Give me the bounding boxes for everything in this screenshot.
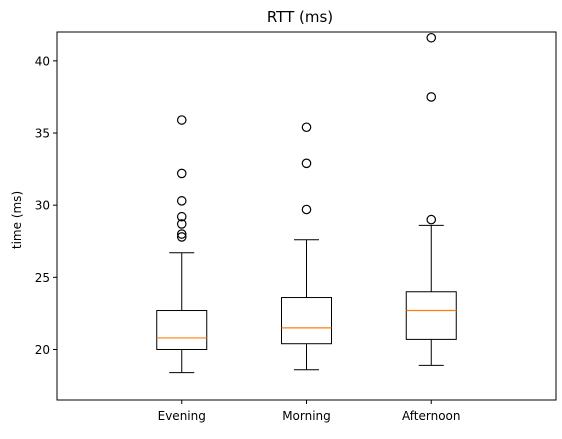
box-iqr bbox=[156, 310, 208, 350]
outlier-point bbox=[301, 204, 312, 215]
y-tick-label: 25 bbox=[35, 271, 50, 285]
outlier-point bbox=[426, 32, 437, 43]
outlier-point bbox=[176, 232, 187, 242]
y-tick-label: 35 bbox=[35, 127, 50, 141]
outlier-point bbox=[301, 158, 312, 169]
box-iqr bbox=[281, 297, 332, 345]
outlier-point bbox=[176, 168, 187, 179]
outlier-point bbox=[426, 214, 437, 225]
plot-area: 20 25 30 35 40 Evening Morning Afternoon bbox=[35, 31, 557, 423]
outlier-point bbox=[176, 196, 187, 206]
y-tick-label: 40 bbox=[35, 54, 50, 68]
outlier-point bbox=[176, 115, 187, 125]
box-iqr bbox=[405, 291, 457, 340]
x-tick-label: Afternoon bbox=[402, 409, 461, 423]
outlier-point bbox=[176, 229, 187, 239]
x-tick-label: Evening bbox=[158, 409, 206, 423]
x-tick-label: Morning bbox=[282, 409, 331, 423]
outlier-point bbox=[176, 211, 187, 222]
outlier-point bbox=[176, 219, 187, 229]
y-axis-label: time (ms) bbox=[10, 191, 24, 249]
outlier-point bbox=[301, 122, 312, 133]
outlier-point bbox=[426, 92, 437, 102]
chart-title: RTT (ms) bbox=[267, 8, 333, 26]
y-tick-label: 20 bbox=[35, 343, 50, 357]
y-tick-label: 30 bbox=[35, 199, 50, 213]
